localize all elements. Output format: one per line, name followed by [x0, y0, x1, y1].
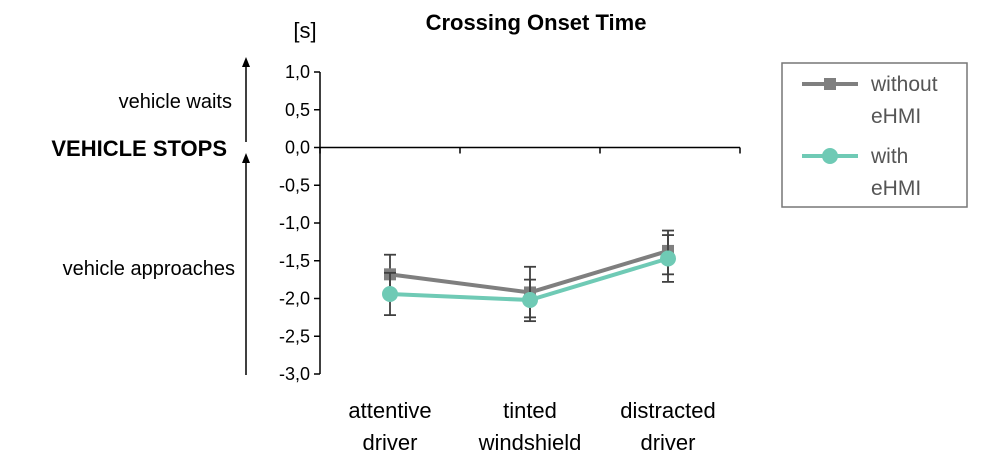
y-tick-label: 0,5 [285, 100, 310, 120]
annotation-vehicle-waits: vehicle waits [119, 91, 232, 113]
series-1 [382, 234, 676, 323]
data-point-circle [660, 250, 676, 267]
axes [319, 72, 741, 374]
legend-label: without eHMI [870, 73, 938, 128]
annotation-vehicle-stops: VEHICLE STOPS [51, 136, 227, 161]
y-tick-label: 0,0 [285, 138, 310, 158]
legend-label: with eHMI [870, 145, 921, 200]
plot-area [382, 229, 676, 323]
x-axis-categories: attentive driver tinted windshield distracte… [348, 398, 715, 455]
y-tick-label: -2,5 [279, 326, 310, 346]
legend: without eHMI with eHMI [781, 62, 968, 208]
x-category-label: tinted windshield [478, 398, 582, 455]
data-point-circle [522, 292, 538, 309]
data-point-circle [382, 285, 398, 302]
y-tick-label: -3,0 [279, 364, 310, 384]
legend-square-marker [824, 78, 836, 90]
y-tick-label: 1,0 [285, 62, 310, 82]
y-tick-label: -1,0 [279, 213, 310, 233]
y-axis-ticks: 1,0 0,5 0,0 -0,5 -1,0 -1,5 -2,0 -2,5 -3,0 [279, 62, 320, 384]
y-axis-label: [s] [293, 18, 316, 43]
legend-box [781, 62, 968, 208]
y-tick-label: -2,0 [279, 289, 310, 309]
legend-circle-marker [822, 148, 838, 164]
y-tick-label: -1,5 [279, 251, 310, 271]
x-category-label: distracted driver [620, 398, 715, 455]
y-tick-label: -0,5 [279, 175, 310, 195]
annotation-vehicle-approaches: vehicle approaches [63, 258, 235, 280]
side-annotations: vehicle waits VEHICLE STOPS vehicle appr… [51, 57, 250, 375]
arrow-up-approaches-icon [242, 153, 250, 375]
arrow-up-waits-icon [242, 57, 250, 142]
x-category-label: attentive driver [348, 398, 431, 455]
chart-title: Crossing Onset Time [426, 10, 647, 35]
